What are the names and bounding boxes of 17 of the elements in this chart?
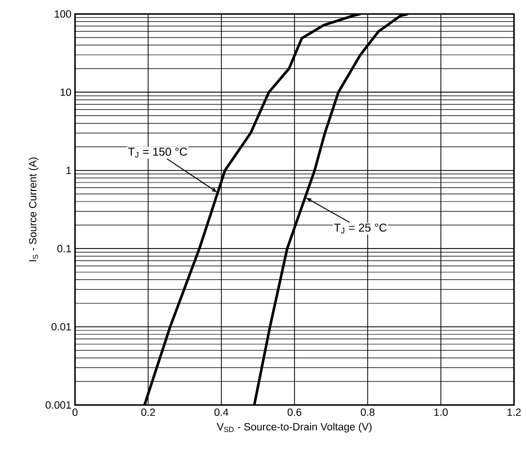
y-tick-label: 100 (54, 10, 72, 18)
x-tick-label: 1.2 (508, 408, 521, 416)
x-tick-label: 0.2 (141, 408, 155, 416)
x-tick-label: 0.8 (360, 408, 374, 416)
annotation: T$_{J}$ = 150 °C (128, 148, 188, 158)
x-tick-label: 0 (72, 408, 78, 416)
y-tick-label: 10 (60, 88, 72, 96)
y-tick-label: 0.1 (57, 244, 71, 252)
x-tick-label: 1.0 (434, 408, 448, 416)
x-tick-label: 0.6 (288, 408, 302, 416)
y-tick-label: 0.001 (46, 401, 71, 409)
y-axis-title: I$_{S}$ - Source Current (A) (28, 157, 38, 262)
y-tick-label: 1 (66, 166, 71, 174)
x-tick-label: 0.4 (214, 408, 228, 416)
x-axis-title: V$_{SD}$ - Source-to-Drain Voltage (V) (216, 422, 372, 433)
y-tick-label: 0.01 (52, 323, 71, 330)
annotation: T$_{J}$ = 25 °C (334, 224, 387, 234)
